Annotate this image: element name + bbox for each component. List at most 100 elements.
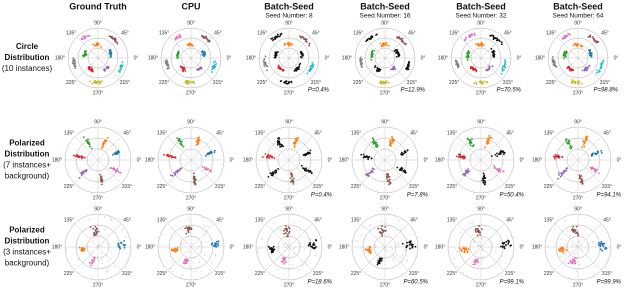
data-point bbox=[88, 143, 91, 146]
data-point bbox=[205, 37, 208, 40]
data-point bbox=[292, 177, 295, 180]
data-point bbox=[308, 152, 311, 155]
data-point bbox=[400, 151, 403, 154]
angle-label: 135° bbox=[64, 217, 74, 223]
data-point bbox=[84, 52, 87, 55]
background-point bbox=[77, 258, 80, 260]
data-point bbox=[114, 170, 117, 173]
angle-label: 90° bbox=[381, 20, 389, 26]
data-point bbox=[600, 63, 603, 66]
data-point bbox=[484, 80, 486, 83]
data-point bbox=[368, 247, 371, 249]
polar-spoke bbox=[577, 223, 602, 248]
data-point bbox=[455, 63, 458, 66]
data-point bbox=[407, 63, 409, 66]
data-point bbox=[184, 70, 187, 72]
background-point bbox=[103, 267, 105, 269]
data-point bbox=[385, 81, 387, 84]
data-point bbox=[89, 226, 92, 228]
angle-label: 45° bbox=[314, 130, 322, 136]
background-point bbox=[575, 245, 577, 248]
data-point bbox=[290, 81, 293, 84]
background-point bbox=[286, 244, 289, 247]
p-value: P=60.5% bbox=[403, 280, 428, 286]
angle-label: 135° bbox=[64, 130, 74, 136]
row-label: (3 instances+ bbox=[3, 248, 51, 257]
background-point bbox=[180, 229, 182, 231]
angle-label: 315° bbox=[600, 80, 610, 86]
data-point bbox=[397, 51, 400, 54]
data-point bbox=[386, 178, 389, 181]
data-point bbox=[119, 68, 121, 71]
data-point bbox=[372, 143, 375, 145]
data-point bbox=[293, 144, 296, 147]
data-point bbox=[370, 157, 373, 160]
data-point bbox=[185, 80, 188, 83]
data-point bbox=[299, 62, 302, 65]
data-point bbox=[194, 183, 197, 185]
data-point bbox=[564, 51, 567, 54]
data-point bbox=[597, 172, 600, 175]
background-point bbox=[456, 265, 458, 267]
data-point bbox=[599, 67, 602, 69]
data-point bbox=[374, 65, 377, 67]
data-point bbox=[411, 245, 414, 248]
data-point bbox=[582, 144, 585, 146]
data-point bbox=[91, 70, 94, 73]
data-point bbox=[303, 167, 305, 170]
background-point bbox=[258, 247, 260, 250]
data-point bbox=[283, 262, 285, 265]
polar-spoke bbox=[167, 136, 192, 161]
background-point bbox=[477, 249, 479, 251]
angle-label: 45° bbox=[216, 130, 224, 136]
data-point bbox=[163, 153, 165, 156]
data-point bbox=[559, 247, 562, 250]
data-point bbox=[174, 156, 177, 159]
data-point bbox=[87, 141, 90, 144]
angle-label: 0° bbox=[137, 244, 142, 250]
data-point bbox=[472, 143, 475, 146]
polar-spoke bbox=[480, 223, 505, 248]
data-point bbox=[268, 157, 271, 160]
data-point bbox=[600, 152, 603, 154]
data-point bbox=[205, 166, 207, 169]
polar-plot: 0° 45° 90° 135° 180° 225° 270° 315° P=99.1% bbox=[435, 206, 525, 288]
angle-label: 180° bbox=[243, 244, 253, 250]
data-point bbox=[287, 226, 290, 229]
polar-spoke bbox=[363, 57, 386, 80]
data-point bbox=[264, 61, 267, 64]
data-point bbox=[306, 72, 309, 75]
data-point bbox=[414, 245, 417, 248]
background-point bbox=[96, 256, 98, 258]
data-point bbox=[82, 249, 85, 251]
data-point bbox=[403, 42, 406, 45]
data-point bbox=[478, 44, 481, 47]
data-point bbox=[562, 36, 565, 39]
data-point bbox=[465, 36, 467, 39]
data-point bbox=[566, 141, 569, 144]
data-point bbox=[367, 158, 369, 160]
background-point bbox=[395, 229, 397, 231]
data-point bbox=[475, 43, 478, 46]
data-point bbox=[88, 262, 91, 264]
data-point bbox=[286, 82, 288, 85]
background-point bbox=[262, 237, 264, 239]
angle-label: 135° bbox=[351, 217, 361, 223]
angle-label: 225° bbox=[449, 80, 459, 86]
data-point bbox=[399, 38, 402, 41]
background-point bbox=[304, 248, 306, 250]
data-point bbox=[114, 39, 116, 42]
data-point bbox=[390, 138, 393, 141]
data-point bbox=[280, 32, 283, 35]
data-point bbox=[194, 179, 196, 182]
data-point bbox=[169, 154, 172, 157]
data-point bbox=[197, 68, 200, 71]
data-point bbox=[371, 55, 374, 58]
data-point bbox=[565, 50, 568, 53]
data-point bbox=[601, 249, 604, 252]
angle-label: 225° bbox=[255, 184, 265, 190]
background-point bbox=[510, 235, 513, 237]
data-point bbox=[386, 180, 389, 183]
p-value: P=18.6% bbox=[307, 280, 332, 286]
data-point bbox=[500, 43, 503, 46]
